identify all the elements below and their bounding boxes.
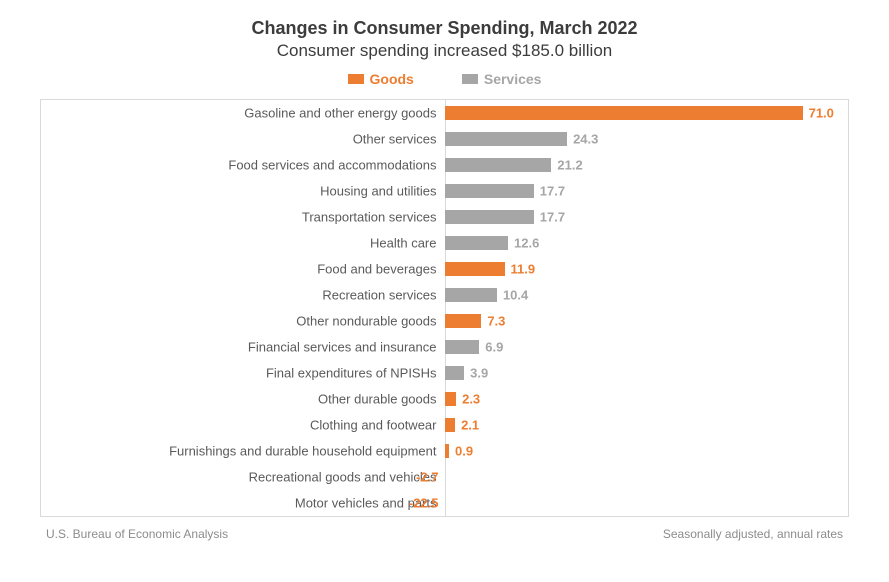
value-label: 3.9 [470, 366, 488, 381]
value-label: 17.7 [540, 210, 565, 225]
bar [445, 132, 568, 147]
category-label: Final expenditures of NPISHs [266, 366, 445, 381]
category-label: Other durable goods [318, 392, 445, 407]
category-label: Other nondurable goods [296, 314, 444, 329]
category-label: Recreation services [322, 288, 444, 303]
category-label: Health care [370, 236, 444, 251]
bar-row: Food services and accommodations 21.2 [41, 152, 848, 178]
category-label: Clothing and footwear [310, 418, 444, 433]
plot-area: Gasoline and other energy goods 71.0 Other… [40, 99, 849, 517]
bar [445, 262, 505, 277]
footer-left: U.S. Bureau of Economic Analysis [46, 527, 228, 541]
chart-container: Changes in Consumer Spending, March 2022… [0, 0, 889, 551]
chart-subtitle: Consumer spending increased $185.0 billi… [40, 41, 849, 61]
category-label: Food services and accommodations [228, 158, 444, 173]
legend-swatch-goods [348, 74, 364, 84]
bar-row: Financial services and insurance 6.9 [41, 334, 848, 360]
bar-row: Transportation services 17.7 [41, 204, 848, 230]
value-label: 2.1 [461, 418, 479, 433]
value-label: 24.3 [573, 132, 598, 147]
value-label: -2.7 [416, 470, 438, 485]
value-label: 11.9 [511, 262, 536, 277]
bar-row: Other durable goods 2.3 [41, 386, 848, 412]
bar-row: Clothing and footwear 2.1 [41, 412, 848, 438]
value-label: 10.4 [503, 288, 528, 303]
bar-row: Recreational goods and vehicles-2.7 [41, 464, 848, 490]
bar-row: Other services 24.3 [41, 126, 848, 152]
bar-row: Recreation services 10.4 [41, 282, 848, 308]
bar [445, 184, 534, 199]
footer-right: Seasonally adjusted, annual rates [663, 527, 843, 541]
bar [445, 366, 465, 381]
bar [445, 340, 480, 355]
value-label: 6.9 [485, 340, 503, 355]
value-label: 0.9 [455, 444, 473, 459]
value-label: 17.7 [540, 184, 565, 199]
value-label: 12.6 [514, 236, 539, 251]
bar-row: Housing and utilities 17.7 [41, 178, 848, 204]
legend-item-services: Services [462, 71, 542, 87]
bar-row: Motor vehicles and parts-22.5 [41, 490, 848, 516]
bar [445, 314, 482, 329]
chart-title: Changes in Consumer Spending, March 2022 [40, 18, 849, 39]
legend-label-services: Services [484, 71, 542, 87]
value-label: 71.0 [809, 106, 834, 121]
bar [445, 210, 534, 225]
chart-footer: U.S. Bureau of Economic Analysis Seasona… [40, 527, 849, 541]
bar-row: Other nondurable goods 7.3 [41, 308, 848, 334]
bar-row: Gasoline and other energy goods 71.0 [41, 100, 848, 126]
bar [445, 106, 803, 121]
category-label: Financial services and insurance [248, 340, 445, 355]
legend-label-goods: Goods [370, 71, 414, 87]
bar [445, 236, 509, 251]
category-label: Housing and utilities [320, 184, 444, 199]
category-label: Other services [353, 132, 445, 147]
bar [445, 392, 457, 407]
bar [445, 418, 456, 433]
value-label: -22.5 [409, 496, 439, 511]
bar [445, 444, 450, 459]
category-label: Gasoline and other energy goods [244, 106, 444, 121]
bar-row: Final expenditures of NPISHs 3.9 [41, 360, 848, 386]
bar [445, 158, 552, 173]
value-label: 21.2 [557, 158, 582, 173]
category-label: Food and beverages [317, 262, 444, 277]
value-label: 7.3 [487, 314, 505, 329]
legend: Goods Services [40, 71, 849, 87]
bar-row: Health care 12.6 [41, 230, 848, 256]
legend-item-goods: Goods [348, 71, 414, 87]
bar-row: Food and beverages 11.9 [41, 256, 848, 282]
bar-row: Furnishings and durable household equipm… [41, 438, 848, 464]
bar-rows: Gasoline and other energy goods 71.0 Other… [41, 100, 848, 516]
category-label: Transportation services [302, 210, 445, 225]
bar [445, 288, 497, 303]
value-label: 2.3 [462, 392, 480, 407]
legend-swatch-services [462, 74, 478, 84]
category-label: Furnishings and durable household equipm… [169, 444, 444, 459]
